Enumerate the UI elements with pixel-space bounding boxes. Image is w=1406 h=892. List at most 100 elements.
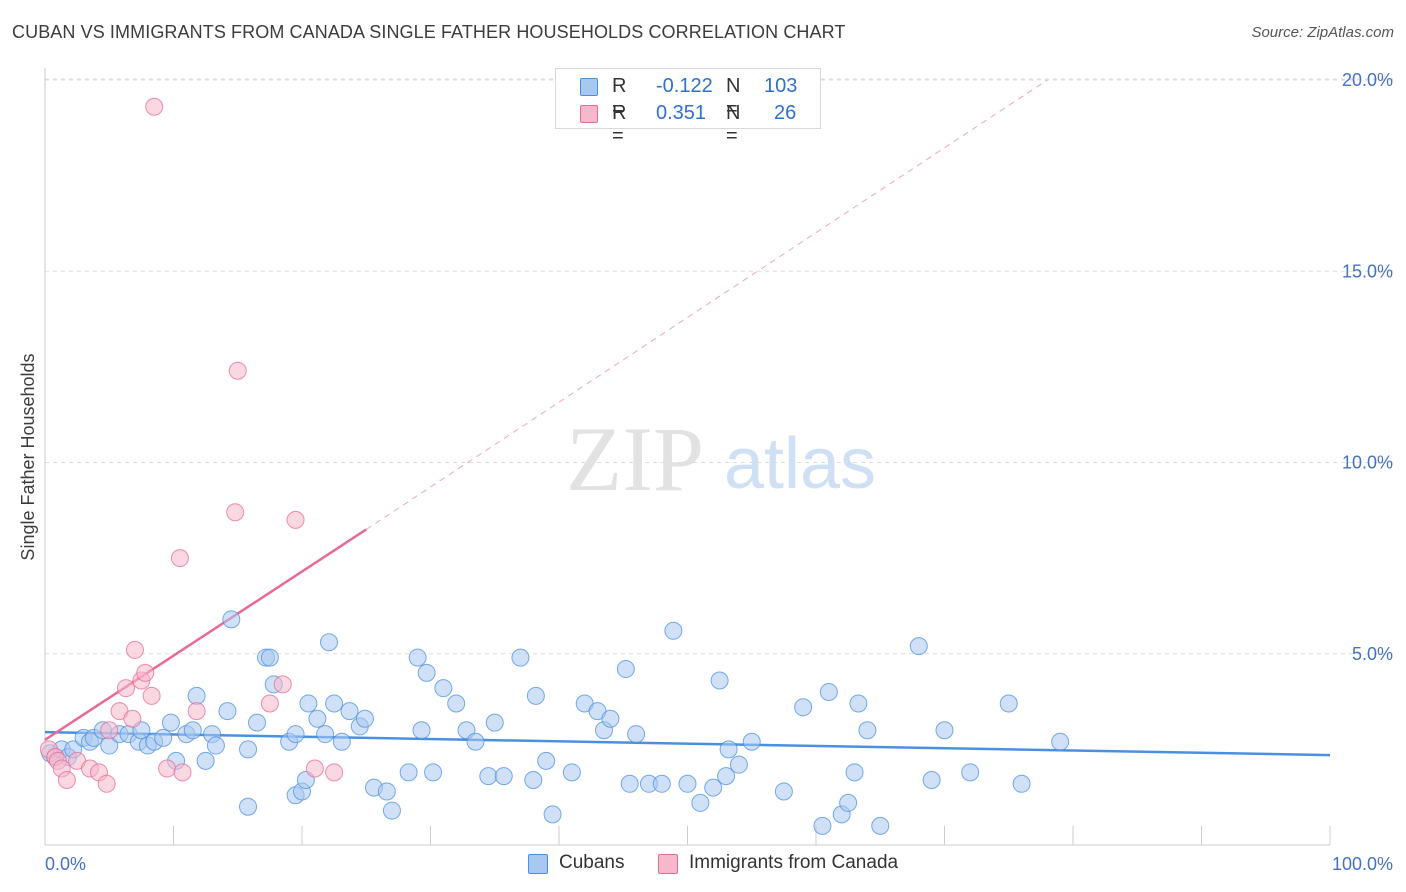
point-canada	[123, 709, 142, 728]
point-cubans	[479, 767, 498, 786]
point-cubans	[154, 728, 173, 747]
point-cubans	[794, 698, 813, 717]
n-label: N =	[726, 75, 741, 120]
point-cubans	[961, 763, 980, 782]
point-cubans	[494, 767, 513, 786]
point-canada	[158, 759, 177, 778]
y-tick-label: 15.0%	[1342, 261, 1393, 281]
point-cubans	[526, 686, 545, 705]
tick-labels: 5.0% 10.0% 15.0% 20.0% 0.0% 100.0%	[45, 70, 1393, 874]
point-cubans	[839, 793, 858, 812]
point-canada	[97, 774, 116, 793]
point-cubans	[511, 648, 530, 667]
point-cubans	[187, 686, 206, 705]
point-cubans	[627, 725, 646, 744]
point-cubans	[691, 793, 710, 812]
y-tick-label: 20.0%	[1342, 70, 1393, 90]
point-cubans	[325, 694, 344, 713]
r-value: 0.351	[656, 102, 707, 124]
point-canada	[187, 702, 206, 721]
point-canada	[273, 675, 292, 694]
y-tick-label: 10.0%	[1342, 453, 1393, 473]
point-cubans	[620, 774, 639, 793]
point-cubans	[652, 774, 671, 793]
legend-label-canada: Immigrants from Canada	[689, 852, 899, 873]
point-cubans	[819, 683, 838, 701]
watermark: ZIP atlas	[566, 408, 876, 510]
point-cubans	[849, 694, 868, 713]
point-cubans	[466, 732, 485, 751]
point-cubans	[424, 763, 443, 782]
y-tick-label: 5.0%	[1352, 644, 1393, 664]
point-cubans	[260, 648, 279, 667]
point-cubans	[332, 732, 351, 751]
point-cubans	[183, 721, 202, 740]
point-cubans	[710, 671, 729, 690]
y-axis-label: Single Father Households	[18, 353, 38, 560]
point-cubans	[543, 805, 562, 824]
point-cubans	[382, 801, 401, 820]
point-cubans	[774, 782, 793, 801]
watermark-zip: ZIP	[566, 408, 704, 510]
point-cubans	[196, 751, 215, 770]
point-canada	[325, 763, 344, 782]
point-cubans	[408, 648, 427, 667]
point-cubans	[161, 713, 180, 732]
point-cubans	[909, 637, 928, 656]
point-cubans	[871, 816, 890, 835]
x-tick-label: 0.0%	[45, 854, 86, 874]
point-canada	[145, 97, 164, 116]
point-canada	[305, 759, 324, 778]
point-canada	[226, 503, 245, 522]
point-cubans	[319, 633, 338, 652]
point-cubans	[248, 713, 267, 732]
point-cubans	[717, 767, 736, 786]
point-cubans	[845, 763, 864, 782]
point-canada	[116, 679, 135, 698]
point-cubans	[308, 709, 327, 728]
point-cubans	[1012, 774, 1031, 793]
point-cubans	[218, 702, 237, 721]
trend-line-canada	[44, 528, 367, 741]
point-canada	[228, 361, 247, 380]
point-cubans	[1051, 732, 1070, 751]
point-cubans	[417, 663, 436, 682]
stats-legend: R = -0.122 N = 103 R = 0.351 N = 26	[555, 68, 821, 147]
swatch-cubans	[580, 78, 598, 96]
point-canada	[286, 510, 305, 529]
watermark-atlas: atlas	[724, 424, 876, 504]
point-cubans	[399, 763, 418, 782]
point-cubans	[239, 797, 258, 816]
point-cubans	[922, 770, 941, 789]
trend-lines	[44, 79, 1331, 757]
point-cubans	[340, 702, 359, 721]
point-cubans	[562, 763, 581, 782]
point-canada	[136, 663, 155, 682]
point-cubans	[664, 621, 683, 640]
n-value: 26	[774, 102, 797, 124]
point-cubans	[206, 736, 225, 755]
x-tick-label: 100.0%	[1332, 854, 1393, 874]
chart-title: CUBAN VS IMMIGRANTS FROM CANADA SINGLE F…	[12, 22, 846, 42]
point-cubans	[524, 770, 543, 789]
point-canada	[170, 549, 189, 568]
trend-line-cubans	[44, 730, 1331, 757]
point-canada	[142, 686, 161, 705]
axes	[44, 68, 1331, 846]
point-cubans	[434, 679, 453, 698]
point-cubans	[239, 740, 258, 759]
point-canada	[260, 694, 279, 713]
point-cubans	[355, 709, 374, 728]
point-cubans	[935, 721, 954, 740]
point-cubans	[485, 713, 504, 732]
r-label: R =	[612, 102, 627, 147]
data-points	[39, 97, 1070, 835]
point-cubans	[447, 694, 466, 713]
point-cubans	[286, 725, 305, 744]
point-canada	[100, 721, 119, 740]
point-cubans	[742, 732, 761, 751]
point-cubans	[222, 610, 241, 629]
n-value: 103	[764, 75, 798, 97]
point-canada	[57, 770, 76, 789]
